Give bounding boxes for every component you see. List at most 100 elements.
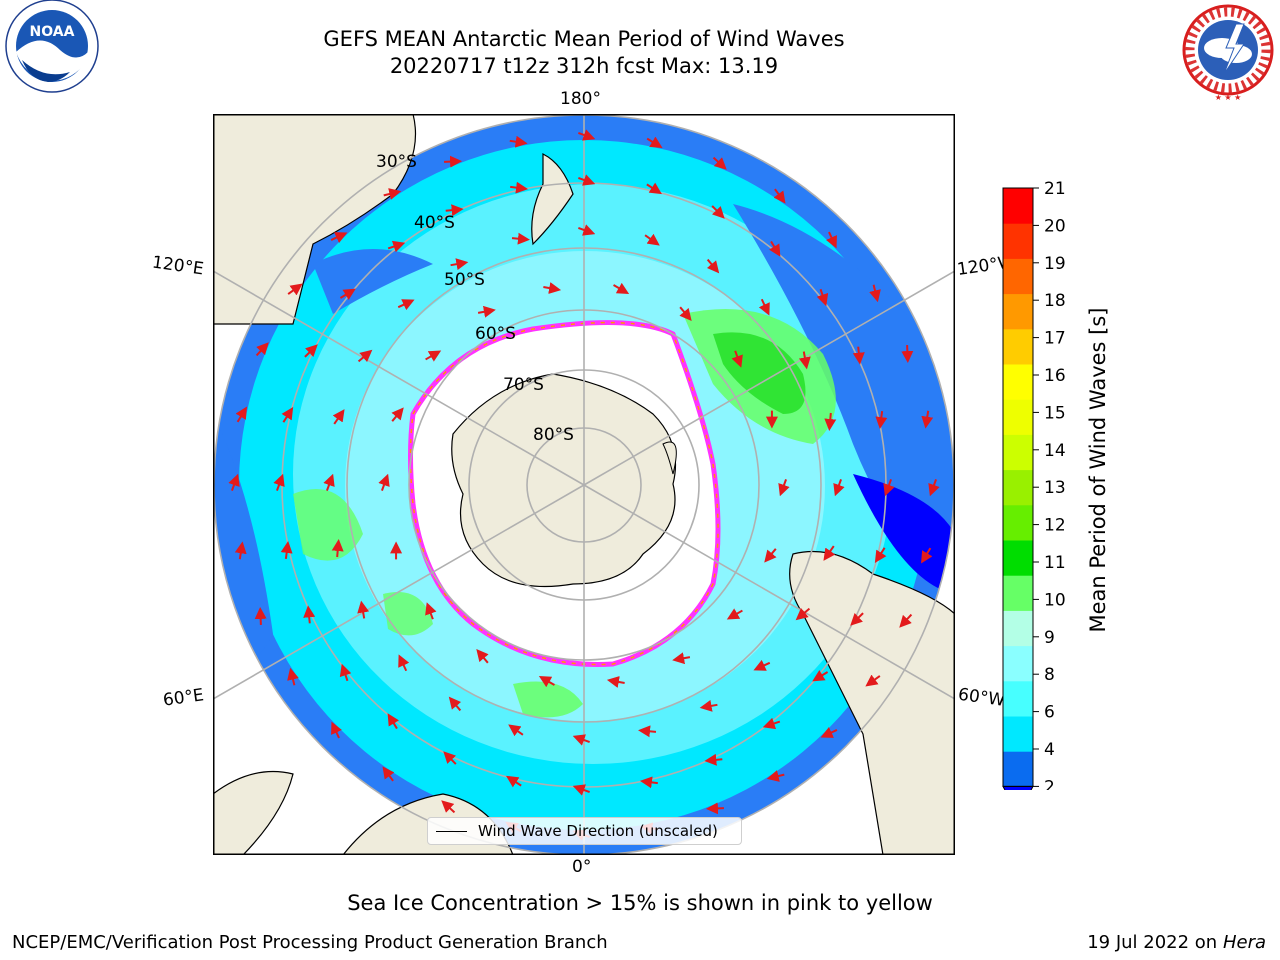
wind-wave-arrow [387,240,406,253]
wind-wave-arrow [339,663,352,682]
map-legend: Wind Wave Direction (unscaled) [427,817,742,845]
wind-wave-arrow [331,721,342,739]
wind-wave-arrow [766,770,785,782]
wind-wave-arrow [711,205,725,219]
colorbar-tick-label: 4 [1044,740,1055,760]
colorbar-segment [1003,716,1033,752]
legend-label: Wind Wave Direction (unscaled) [478,822,718,840]
colorbar-tick-label: 21 [1044,180,1066,199]
wind-wave-arrow [506,775,522,788]
colorbar-segment [1003,434,1033,471]
wind-wave-arrow [578,224,596,236]
lon-label-180: 180° [560,89,601,109]
colorbar-segment [1003,575,1033,611]
wind-wave-arrow [646,182,662,195]
wind-wave-arrow [508,724,524,737]
wind-wave-arrow [281,407,294,423]
wind-wave-arrow [397,299,415,311]
wind-wave-arrow [812,670,829,682]
colorbar-segment [1003,364,1033,400]
wind-wave-arrow [798,351,811,370]
wind-wave-arrow [287,283,303,296]
wind-wave-arrow [769,240,781,257]
wind-wave-arrow [391,407,404,422]
colorbar-tick-label: 18 [1044,291,1066,311]
wind-wave-arrow [816,288,829,307]
footer-date-text: 19 Jul 2022 on [1087,932,1223,953]
wind-wave-arrow [764,548,777,563]
wind-wave-arrow [444,155,463,168]
wind-wave-arrow [679,306,692,321]
colorbar-segment [1003,188,1033,224]
noaa-logo-text: NOAA [30,24,75,40]
colorbar-segment [1003,293,1033,330]
wind-wave-arrow [572,734,590,746]
wind-wave-arrow [865,674,881,687]
wind-wave-arrow [287,667,299,686]
colorbar-segment [1003,504,1033,541]
wind-wave-arrow [753,659,771,671]
colorbar-under-triangle [1002,785,1034,790]
wind-wave-arrow [731,350,743,368]
colorbar-segment [1003,258,1033,295]
colorbar-label: Mean Period of Wind Waves [s] [1086,307,1110,633]
wind-wave-arrow [382,766,395,782]
wind-wave-arrow [726,608,743,620]
wind-wave-arrow [443,751,457,765]
wind-wave-arrow [921,410,934,429]
wind-wave-arrow [646,136,663,148]
wind-wave-arrow [235,406,247,423]
wind-wave-arrow [398,654,410,672]
wind-wave-arrow [606,676,625,688]
wind-wave-arrow [875,411,888,430]
colorbar-tick-label: 15 [1044,403,1066,423]
wind-wave-arrow [387,713,399,730]
colorbar-tick-label: 17 [1044,329,1066,349]
wind-wave-arrow [578,174,596,186]
sea-ice-note: Sea Ice Concentration > 15% is shown in … [347,891,933,915]
wind-wave-arrow [543,282,562,294]
wind-wave-arrow [638,725,657,738]
wind-wave-arrow [852,346,865,365]
legend-line-icon [436,831,467,832]
colorbar-segment [1003,469,1033,506]
wind-wave-arrow [705,802,724,815]
wind-wave-arrow [273,473,285,491]
wind-wave-arrow [928,479,940,497]
wind-wave-arrow [639,776,658,789]
wind-wave-arrow [448,696,462,712]
chart-title: GEFS MEAN Antarctic Mean Period of Wind … [323,27,845,51]
colorbar-tick-label: 10 [1044,590,1066,610]
footer-date: 19 Jul 2022 on Hera [1087,932,1266,953]
wind-wave-arrow [699,699,718,712]
wind-wave-arrow [850,612,864,626]
wind-wave-arrow [425,602,437,620]
footer-credit: NCEP/EMC/Verification Post Processing Pr… [12,932,608,953]
wind-wave-arrow [303,605,316,624]
wind-wave-arrow [613,282,630,295]
colorbar-tick-label: 8 [1044,665,1055,685]
wind-wave-arrow [228,473,240,491]
colorbar-tick-label: 16 [1044,366,1066,386]
wind-wave-arrow [378,473,390,491]
wind-wave-arrow [476,649,489,664]
colorbar-segment [1003,645,1033,682]
wind-wave-arrow [762,717,781,730]
wind-wave-arrow [304,344,318,358]
colorbar-tick-label: 9 [1044,628,1055,648]
footer-host: Hera [1222,932,1266,953]
wind-wave-arrow [921,547,933,564]
wind-wave-arrow [234,541,247,560]
lat-label-70s: 70°S [503,375,544,395]
colorbar-segment [1003,540,1033,576]
wind-wave-arrow [833,479,845,497]
wind-wave-arrow [255,342,269,357]
wind-wave-arrow [339,288,356,300]
national-weather-service-logo-icon: ★ ★ ★ [1182,4,1274,102]
wind-wave-arrow [425,350,442,362]
colorbar-tick-label: 2 [1044,777,1055,790]
wind-wave-arrow [357,600,370,619]
chart-subtitle: 20220717 t12z 312h fcst Max: 13.19 [389,54,779,78]
wind-wave-arrow [450,258,469,271]
colorbar-tick-label: 12 [1044,516,1066,536]
